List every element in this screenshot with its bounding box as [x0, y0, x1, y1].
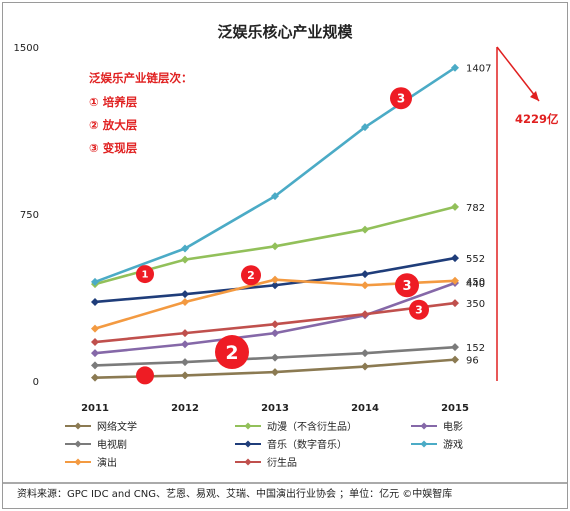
legend-swatch-marker — [244, 440, 252, 448]
data-point — [271, 281, 279, 290]
data-point — [91, 324, 99, 333]
total-label: 4229亿 — [515, 112, 559, 126]
data-point — [361, 349, 369, 358]
data-point — [451, 63, 459, 72]
total-arrowhead — [530, 91, 539, 101]
layer-badge — [241, 265, 261, 286]
data-point — [451, 355, 459, 364]
x-tick-label: 2013 — [261, 403, 289, 414]
x-tick-label: 2015 — [441, 403, 469, 414]
layer-badge — [395, 273, 419, 298]
legend-swatch-marker — [244, 422, 252, 430]
layer-badge-label: 3 — [402, 279, 411, 294]
end-value-label: 552 — [466, 254, 485, 265]
layer-item-3: ③ 变现层 — [89, 141, 138, 155]
layer-item-2: ② 放大层 — [89, 118, 138, 132]
data-point — [451, 202, 459, 211]
layer-badge — [409, 299, 429, 320]
data-point — [91, 297, 99, 306]
layer-badge — [136, 366, 154, 385]
data-point — [361, 225, 369, 234]
data-point — [271, 368, 279, 377]
layer-badge — [390, 87, 412, 110]
data-point — [91, 277, 99, 286]
legend-swatch-marker — [420, 422, 428, 430]
legend-label: 游戏 — [443, 438, 463, 451]
data-point — [271, 320, 279, 329]
chart-title: 泛娱乐核心产业规模 — [217, 23, 353, 41]
data-point — [451, 299, 459, 308]
y-tick-label: 1500 — [14, 43, 39, 54]
end-value-label: 96 — [466, 356, 479, 367]
data-point — [91, 361, 99, 370]
data-point — [451, 343, 459, 352]
data-point — [271, 275, 279, 284]
layer-badge-label: 2 — [225, 342, 238, 364]
legend-swatch-marker — [74, 440, 82, 448]
data-point — [181, 340, 189, 349]
legend-swatch-marker — [74, 422, 82, 430]
layer-badge-label: 2 — [247, 269, 255, 282]
total-arrow — [496, 46, 540, 102]
legend-label: 音乐（数字音乐） — [267, 438, 347, 451]
legend-label: 衍生品 — [267, 456, 297, 469]
data-point — [271, 242, 279, 251]
data-point — [181, 244, 189, 253]
x-tick-label: 2012 — [171, 403, 199, 414]
layer-badge-label: 3 — [415, 304, 423, 317]
data-point — [181, 297, 189, 306]
layer-badge — [215, 335, 249, 370]
end-value-label: 152 — [466, 343, 485, 354]
data-point — [361, 123, 369, 132]
y-tick-label: 0 — [33, 377, 39, 388]
y-tick-label: 750 — [20, 210, 39, 221]
legend-swatch-marker — [244, 458, 252, 466]
x-tick-label: 2014 — [351, 403, 379, 414]
legend-label: 电影 — [443, 420, 463, 433]
data-point — [361, 281, 369, 290]
end-value-label: 1407 — [466, 64, 491, 75]
data-point — [91, 338, 99, 347]
data-point — [271, 192, 279, 201]
end-labels: 96 782 440 152 552 1407 450 350 — [466, 64, 491, 367]
data-point — [361, 270, 369, 279]
total-bracket — [496, 46, 540, 381]
layer-badge — [136, 265, 154, 284]
data-point — [361, 362, 369, 371]
line-chart: 泛娱乐核心产业规模 0 750 1500 2011 2012 2013 2014 2015 9… — [3, 23, 567, 500]
data-point — [181, 358, 189, 367]
x-tick-label: 2011 — [81, 403, 109, 414]
data-point — [91, 349, 99, 358]
legend-swatch-marker — [74, 458, 82, 466]
data-point — [361, 310, 369, 319]
legend-label: 网络文学 — [97, 420, 137, 433]
layer-item-1: ① 培养层 — [89, 95, 138, 109]
data-point — [271, 329, 279, 338]
data-point — [271, 353, 279, 362]
legend-label: 电视剧 — [97, 438, 127, 451]
legend-label: 演出 — [97, 456, 117, 469]
legend-swatch-marker — [420, 440, 428, 448]
layers-heading: 泛娱乐产业链层次： — [89, 71, 193, 85]
data-point — [91, 373, 99, 382]
data-point — [181, 290, 189, 299]
legend-label: 动漫（不含衍生品） — [267, 420, 357, 433]
end-value-label: 782 — [466, 203, 485, 214]
data-point — [451, 276, 459, 285]
source-note: 资料来源：GPC IDC and CNG、艺恩、易观、艾瑞、中国演出行业协会 ；… — [17, 487, 452, 500]
series-group — [91, 63, 459, 382]
data-point — [181, 371, 189, 380]
layer-badge-label: 3 — [397, 92, 405, 106]
end-value-label: 450 — [466, 277, 485, 288]
axis-ticks: 0 750 1500 2011 2012 2013 2014 2015 — [14, 43, 469, 414]
end-value-label: 440 — [466, 279, 485, 290]
data-point — [181, 329, 189, 338]
layer-badge-label: 1 — [142, 270, 149, 281]
end-value-label: 350 — [466, 299, 485, 310]
data-point — [181, 255, 189, 264]
data-point — [451, 254, 459, 263]
